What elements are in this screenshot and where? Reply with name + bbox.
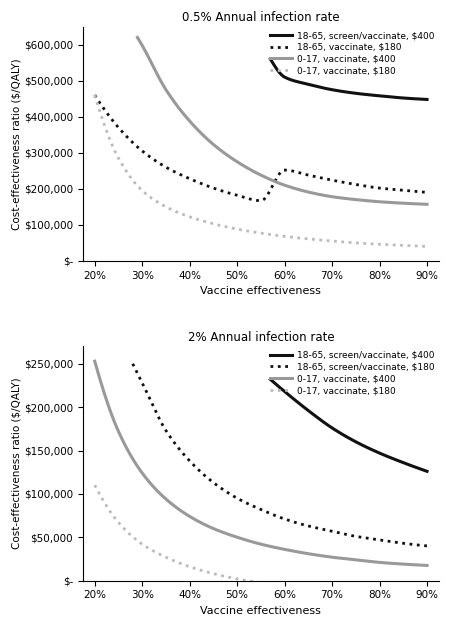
- 18-65, screen/vaccinate, $400: [268, 55, 273, 63]
- 18-65, screen/vaccinate, $400: [424, 96, 430, 103]
- 0-17, vaccinate, $400: [307, 189, 312, 196]
- 18-65, screen/vaccinate, $400: [396, 94, 401, 102]
- 0-17, vaccinate, $400: [424, 562, 430, 569]
- 0-17, vaccinate, $400: [290, 547, 295, 555]
- Line: 0-17, vaccinate, $180: 0-17, vaccinate, $180: [95, 485, 427, 598]
- 0-17, vaccinate, $180: [252, 578, 257, 586]
- 18-65, vaccinate, $180: [290, 167, 296, 175]
- 18-65, screen/vaccinate, $400: [268, 376, 273, 383]
- 18-65, screen/vaccinate, $400: [343, 88, 348, 96]
- 18-65, vaccinate, $180: [250, 196, 255, 203]
- 18-65, vaccinate, $180: [273, 177, 278, 184]
- 0-17, vaccinate, $400: [424, 201, 430, 208]
- 0-17, vaccinate, $180: [252, 228, 257, 236]
- 18-65, screen/vaccinate, $180: [270, 510, 275, 518]
- 18-65, screen/vaccinate, $400: [396, 457, 401, 465]
- 18-65, screen/vaccinate, $400: [421, 95, 426, 103]
- 18-65, screen/vaccinate, $400: [342, 432, 347, 440]
- 18-65, screen/vaccinate, $180: [271, 512, 277, 519]
- Line: 18-65, screen/vaccinate, $400: 18-65, screen/vaccinate, $400: [270, 59, 427, 100]
- 18-65, screen/vaccinate, $400: [343, 433, 348, 440]
- 0-17, vaccinate, $180: [92, 92, 98, 99]
- 18-65, screen/vaccinate, $180: [289, 518, 295, 525]
- 0-17, vaccinate, $400: [416, 561, 422, 569]
- 0-17, vaccinate, $400: [274, 179, 279, 186]
- 0-17, vaccinate, $400: [272, 544, 277, 551]
- 18-65, screen/vaccinate, $400: [342, 88, 347, 95]
- 0-17, vaccinate, $400: [372, 198, 378, 205]
- 0-17, vaccinate, $400: [292, 184, 297, 192]
- 18-65, screen/vaccinate, $400: [424, 468, 430, 475]
- Line: 0-17, vaccinate, $400: 0-17, vaccinate, $400: [137, 38, 427, 204]
- 0-17, vaccinate, $400: [250, 538, 255, 545]
- 18-65, screen/vaccinate, $400: [352, 90, 358, 97]
- 0-17, vaccinate, $180: [424, 243, 430, 250]
- 18-65, vaccinate, $180: [424, 189, 430, 196]
- Title: 0.5% Annual infection rate: 0.5% Annual infection rate: [182, 11, 340, 24]
- 18-65, vaccinate, $180: [252, 196, 257, 204]
- 18-65, vaccinate, $180: [365, 182, 370, 190]
- Line: 0-17, vaccinate, $400: 0-17, vaccinate, $400: [95, 361, 427, 566]
- 18-65, screen/vaccinate, $400: [352, 438, 358, 445]
- 0-17, vaccinate, $180: [92, 482, 98, 489]
- 18-65, screen/vaccinate, $180: [130, 360, 135, 367]
- 0-17, vaccinate, $400: [135, 34, 140, 41]
- Legend: 18-65, screen/vaccinate, $400, 18-65, vaccinate, $180, 0-17, vaccinate, $400, 0-: 18-65, screen/vaccinate, $400, 18-65, va…: [268, 29, 436, 77]
- 0-17, vaccinate, $400: [364, 557, 370, 565]
- 0-17, vaccinate, $400: [252, 539, 257, 546]
- 0-17, vaccinate, $180: [272, 231, 277, 239]
- 18-65, vaccinate, $180: [92, 92, 98, 99]
- X-axis label: Vaccine effectiveness: Vaccine effectiveness: [200, 286, 321, 296]
- 0-17, vaccinate, $180: [416, 594, 422, 602]
- 18-65, vaccinate, $180: [417, 188, 423, 196]
- Line: 0-17, vaccinate, $180: 0-17, vaccinate, $180: [95, 95, 427, 246]
- 18-65, screen/vaccinate, $180: [371, 535, 377, 543]
- Line: 18-65, screen/vaccinate, $180: 18-65, screen/vaccinate, $180: [133, 364, 427, 546]
- 0-17, vaccinate, $180: [290, 584, 295, 591]
- X-axis label: Vaccine effectiveness: Vaccine effectiveness: [200, 606, 321, 616]
- 0-17, vaccinate, $180: [416, 242, 422, 250]
- Legend: 18-65, screen/vaccinate, $400, 18-65, screen/vaccinate, $180, 0-17, vaccinate, $: 18-65, screen/vaccinate, $400, 18-65, sc…: [268, 349, 436, 397]
- Line: 18-65, screen/vaccinate, $400: 18-65, screen/vaccinate, $400: [270, 379, 427, 472]
- 0-17, vaccinate, $400: [272, 178, 278, 186]
- 0-17, vaccinate, $180: [364, 591, 370, 599]
- 0-17, vaccinate, $180: [424, 594, 430, 602]
- 0-17, vaccinate, $180: [250, 577, 255, 585]
- Y-axis label: Cost-effectiveness ratio ($/QALY): Cost-effectiveness ratio ($/QALY): [11, 377, 21, 549]
- 18-65, vaccinate, $180: [258, 197, 263, 204]
- 0-17, vaccinate, $180: [272, 581, 277, 589]
- 0-17, vaccinate, $400: [92, 357, 98, 365]
- Title: 2% Annual infection rate: 2% Annual infection rate: [188, 331, 334, 344]
- 18-65, screen/vaccinate, $180: [417, 542, 423, 549]
- 18-65, screen/vaccinate, $180: [424, 542, 430, 550]
- 18-65, screen/vaccinate, $400: [421, 466, 426, 474]
- 0-17, vaccinate, $400: [417, 200, 423, 208]
- 18-65, screen/vaccinate, $400: [361, 90, 366, 98]
- 0-17, vaccinate, $180: [364, 240, 370, 247]
- 18-65, screen/vaccinate, $400: [361, 442, 366, 450]
- 0-17, vaccinate, $180: [250, 228, 255, 236]
- 0-17, vaccinate, $180: [290, 233, 295, 241]
- Y-axis label: Cost-effectiveness ratio ($/QALY): Cost-effectiveness ratio ($/QALY): [11, 58, 21, 229]
- 18-65, screen/vaccinate, $180: [305, 522, 310, 530]
- Line: 18-65, vaccinate, $180: 18-65, vaccinate, $180: [95, 95, 427, 201]
